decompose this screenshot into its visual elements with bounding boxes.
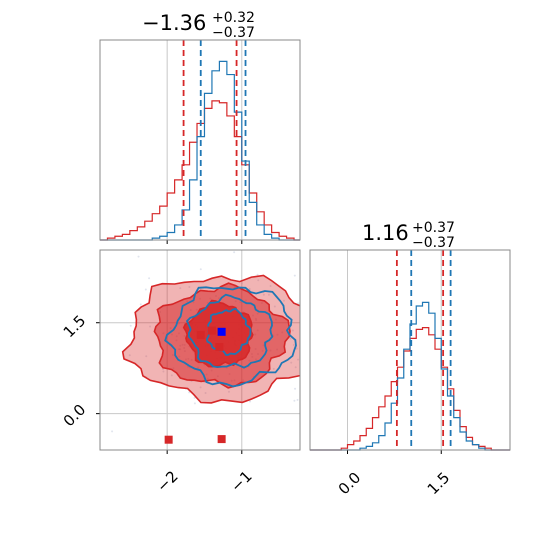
scatter-plot-area — [100, 245, 384, 450]
scatter-sample-point — [291, 329, 294, 332]
scatter-xtick-label: −2 — [153, 467, 181, 495]
scatter-sample-point — [293, 274, 296, 277]
scatter-sample-point — [193, 402, 196, 405]
scatter-sample-point — [233, 251, 236, 254]
scatter-sample-point — [297, 302, 300, 305]
hist-x-series-blue — [100, 60, 300, 241]
hist-x-title-main: −1.36 — [142, 11, 206, 35]
scatter-sample-point — [188, 285, 191, 288]
scatter-sample-point — [145, 355, 148, 358]
scatter-sample-point — [301, 285, 303, 287]
scatter-ytick-label: 0.0 — [60, 401, 90, 431]
scatter-panel — [96, 245, 384, 454]
scatter-sample-point — [294, 366, 297, 369]
scatter-sample-point — [317, 376, 319, 378]
hist-y-title-sub: −0.37 — [412, 235, 455, 251]
scatter-sample-point — [382, 325, 384, 327]
marker-red — [196, 330, 205, 339]
scatter-sample-point — [149, 325, 152, 328]
scatter-sample-point — [293, 399, 296, 402]
scatter-sample-point — [170, 374, 173, 377]
scatter-sample-point — [188, 391, 191, 394]
scatter-sample-point — [273, 305, 276, 308]
scatter-sample-point — [248, 287, 251, 290]
hist-x-frame — [99, 39, 301, 241]
scatter-sample-point — [267, 293, 270, 296]
scatter-sample-point — [289, 337, 292, 340]
hist-y-x-ticklabels: 0.0 1.5 — [335, 469, 454, 499]
scatter-sample-point — [297, 358, 300, 361]
scatter-sample-point — [295, 347, 298, 350]
scatter-sample-point — [256, 273, 259, 276]
scatter-sample-point — [193, 396, 196, 399]
scatter-sample-point — [257, 279, 260, 282]
marker-red — [164, 435, 173, 444]
scatter-sample-point — [201, 245, 203, 247]
scatter-sample-point — [249, 400, 252, 403]
scatter-ytick-label: 1.5 — [60, 312, 90, 342]
scatter-sample-point — [137, 255, 140, 258]
hist-y-panel — [309, 249, 511, 454]
scatter-sample-point — [179, 287, 182, 290]
scatter-y-ticklabels: 1.5 0.0 — [60, 312, 90, 431]
hist-y-xtick-label: 1.5 — [424, 469, 454, 499]
scatter-sample-point — [148, 277, 151, 280]
scatter-sample-point — [162, 370, 165, 373]
scatter-frame — [99, 249, 301, 451]
scatter-sample-point — [269, 285, 272, 288]
marker-red — [217, 435, 226, 444]
scatter-sample-point — [144, 288, 147, 291]
scatter-sample-point — [272, 367, 275, 370]
hist-y-title-main: 1.16 — [362, 221, 409, 245]
hist-y-xtick-label: 0.0 — [335, 469, 365, 499]
hist-x-panel — [99, 39, 301, 244]
scatter-sample-point — [227, 390, 230, 393]
blue-contour — [185, 293, 274, 369]
scatter-sample-point — [323, 298, 325, 300]
scatter-sample-point — [128, 354, 131, 357]
scatter-x-ticklabels: −2 −1 — [153, 467, 255, 495]
scatter-sample-point — [294, 387, 297, 390]
scatter-sample-point — [199, 386, 202, 389]
scatter-sample-point — [240, 282, 243, 285]
marker-red — [207, 326, 216, 335]
scatter-sample-point — [315, 332, 317, 334]
marker-red — [215, 342, 224, 351]
scatter-sample-point — [139, 303, 142, 306]
hist-x-title: −1.36 +0.32 −0.37 — [142, 10, 255, 41]
scatter-sample-point — [292, 343, 295, 346]
hist-x-title-sup: +0.32 — [212, 10, 255, 26]
scatter-sample-point — [262, 293, 265, 296]
scatter-sample-point — [204, 391, 207, 394]
blue-contour — [164, 286, 297, 388]
scatter-sample-point — [199, 268, 202, 271]
hist-x-title-sub: −0.37 — [212, 25, 255, 41]
hist-y-title-sup: +0.37 — [412, 220, 455, 236]
hist-y-frame — [309, 249, 511, 451]
scatter-sample-point — [296, 398, 299, 401]
scatter-sample-point — [282, 299, 285, 302]
scatter-sample-point — [129, 324, 132, 327]
marker-marker_blue — [217, 327, 226, 336]
hist-y-series-blue — [310, 301, 510, 451]
scatter-sample-point — [290, 361, 293, 364]
hist-y-title: 1.16 +0.37 −0.37 — [362, 220, 455, 251]
scatter-sample-point — [111, 430, 114, 433]
scatter-xtick-label: −1 — [227, 467, 255, 495]
